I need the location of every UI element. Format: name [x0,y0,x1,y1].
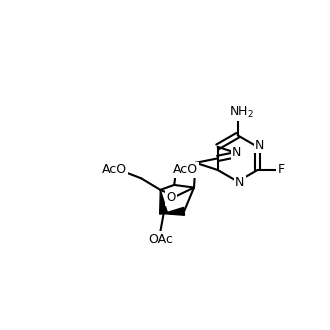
Polygon shape [160,190,168,214]
Polygon shape [164,207,184,215]
Text: N: N [255,139,265,152]
Text: NH$_2$: NH$_2$ [229,105,254,120]
Text: OAc: OAc [148,233,173,246]
Text: AcO: AcO [173,163,198,176]
Text: AcO: AcO [102,163,127,176]
Text: N: N [235,176,245,189]
Text: N: N [232,146,242,159]
Text: O: O [166,191,175,205]
Text: F: F [278,163,284,177]
